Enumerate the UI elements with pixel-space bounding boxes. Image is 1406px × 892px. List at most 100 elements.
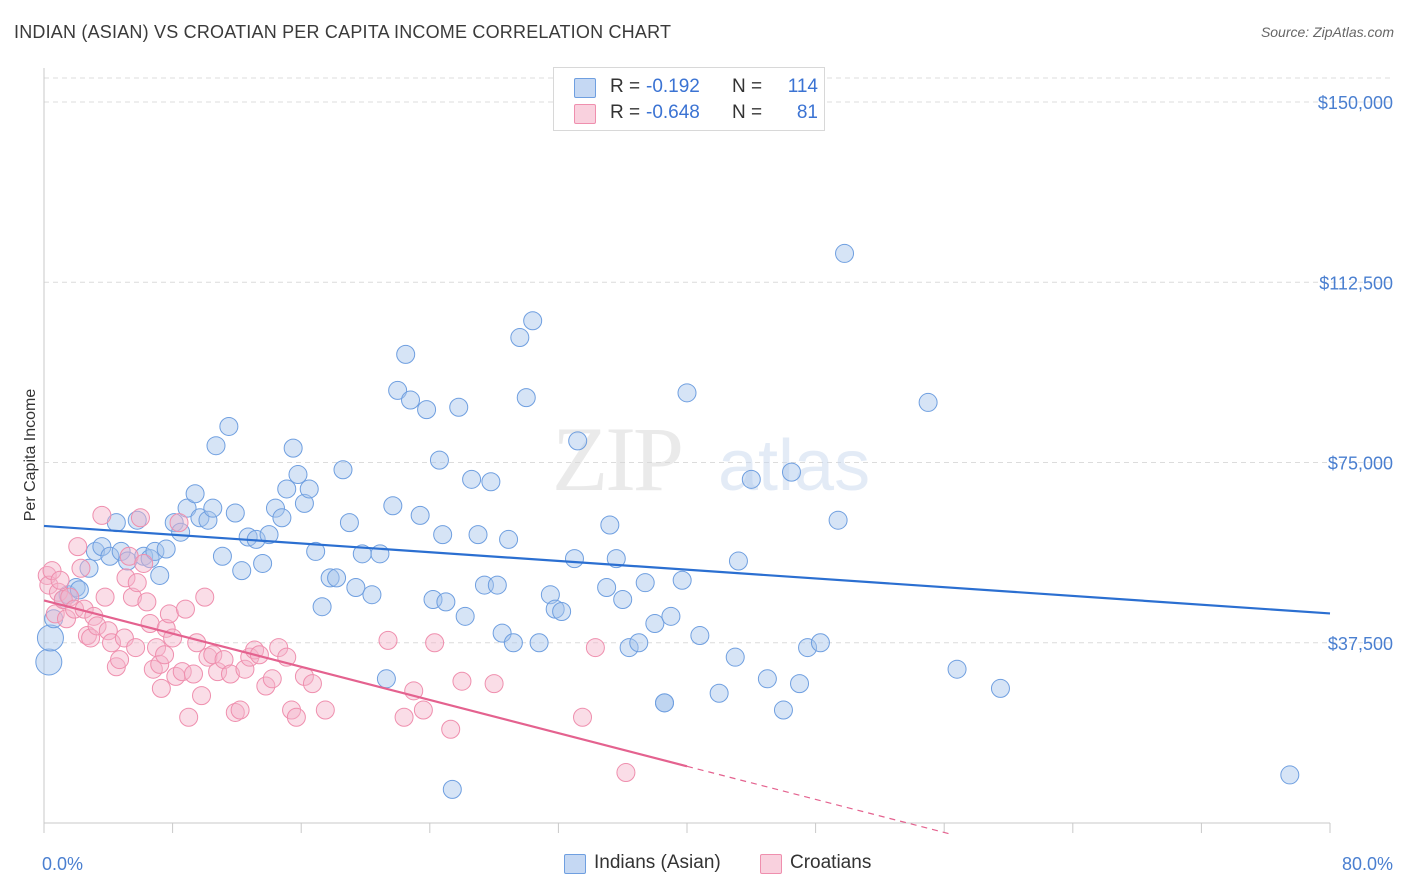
data-point (57, 609, 77, 629)
data-point (492, 623, 512, 643)
legend-n-value: 81 (796, 102, 818, 123)
y-tick-label: $150,000 (1318, 93, 1393, 113)
data-point (600, 515, 620, 535)
data-point (277, 479, 297, 499)
legend: R = -0.192 N = 114 R = -0.648 N = 81 (553, 67, 825, 131)
data-point (50, 570, 70, 590)
axes (43, 68, 1331, 833)
data-point (36, 624, 64, 652)
data-point (159, 604, 179, 624)
data-point (798, 638, 818, 658)
data-point (781, 462, 801, 482)
data-point (147, 638, 167, 658)
data-point (230, 700, 250, 720)
data-point (145, 541, 165, 561)
data-point (619, 638, 639, 658)
data-point (990, 678, 1010, 698)
data-point (45, 604, 65, 624)
y-tick-label: $112,500 (1319, 273, 1393, 293)
data-point (95, 587, 115, 607)
data-point (481, 472, 501, 492)
data-point (468, 525, 488, 545)
trend-lines (43, 524, 1331, 836)
data-point (151, 678, 171, 698)
data-point (235, 659, 255, 679)
data-point (177, 498, 197, 518)
data-point (185, 484, 205, 504)
data-point (206, 436, 226, 456)
data-point (690, 626, 710, 646)
chart-title: INDIAN (ASIAN) VS CROATIAN PER CAPITA IN… (14, 22, 672, 42)
data-point (69, 580, 89, 600)
data-point (92, 505, 112, 525)
data-point (220, 664, 240, 684)
data-point (401, 390, 421, 410)
trend-line-extension (686, 765, 953, 836)
data-point (835, 243, 855, 263)
data-point (672, 570, 692, 590)
data-point (164, 513, 184, 533)
data-point (677, 383, 697, 403)
data-point (645, 614, 665, 634)
legend-swatch-pink (760, 854, 782, 874)
data-point (299, 479, 319, 499)
data-point (455, 606, 475, 626)
legend-r-value: -0.648 (646, 102, 700, 123)
data-point (449, 397, 469, 417)
data-point (286, 707, 306, 727)
data-point (169, 513, 189, 533)
data-point (272, 508, 292, 528)
data-point (66, 577, 86, 597)
data-point (195, 587, 215, 607)
legend-swatch-blue (574, 78, 596, 98)
data-point (613, 590, 633, 609)
gridlines (44, 77, 1394, 644)
data-point (238, 527, 258, 547)
data-point (327, 568, 347, 588)
data-point (134, 553, 154, 573)
data-point (629, 633, 649, 653)
data-point (85, 541, 105, 561)
y-tick-label: $75,000 (1328, 454, 1393, 474)
data-point (333, 460, 353, 480)
data-point (203, 498, 223, 518)
data-point (503, 633, 523, 653)
data-point (190, 508, 210, 528)
data-point (98, 621, 118, 641)
data-point (122, 587, 142, 607)
data-point (410, 505, 430, 525)
legend-r-value: -0.192 (646, 76, 700, 97)
data-point (741, 469, 761, 489)
data-point (616, 763, 636, 783)
data-point (597, 577, 617, 597)
data-point (918, 392, 938, 412)
data-point (383, 496, 403, 516)
data-point (462, 469, 482, 489)
series-indians-asian (35, 243, 1300, 799)
data-point (79, 558, 99, 578)
svg-text:ZIP: ZIP (552, 408, 681, 510)
data-point (179, 707, 199, 727)
data-point (315, 700, 335, 720)
data-point (585, 638, 605, 658)
data-point (198, 510, 218, 530)
data-point (265, 498, 285, 518)
data-point (564, 549, 584, 569)
data-point (442, 779, 462, 799)
data-point (810, 633, 830, 653)
data-point (661, 606, 681, 626)
data-point (499, 529, 519, 549)
data-point (388, 380, 408, 400)
data-point (156, 539, 176, 559)
data-point (709, 683, 729, 703)
data-point (413, 700, 433, 720)
data-point (198, 647, 218, 667)
data-point (219, 416, 239, 436)
data-point (269, 638, 289, 658)
legend-n-value: 114 (787, 76, 818, 97)
data-point (71, 558, 91, 578)
data-point (127, 510, 147, 530)
data-point (540, 585, 560, 605)
data-point (127, 573, 147, 593)
